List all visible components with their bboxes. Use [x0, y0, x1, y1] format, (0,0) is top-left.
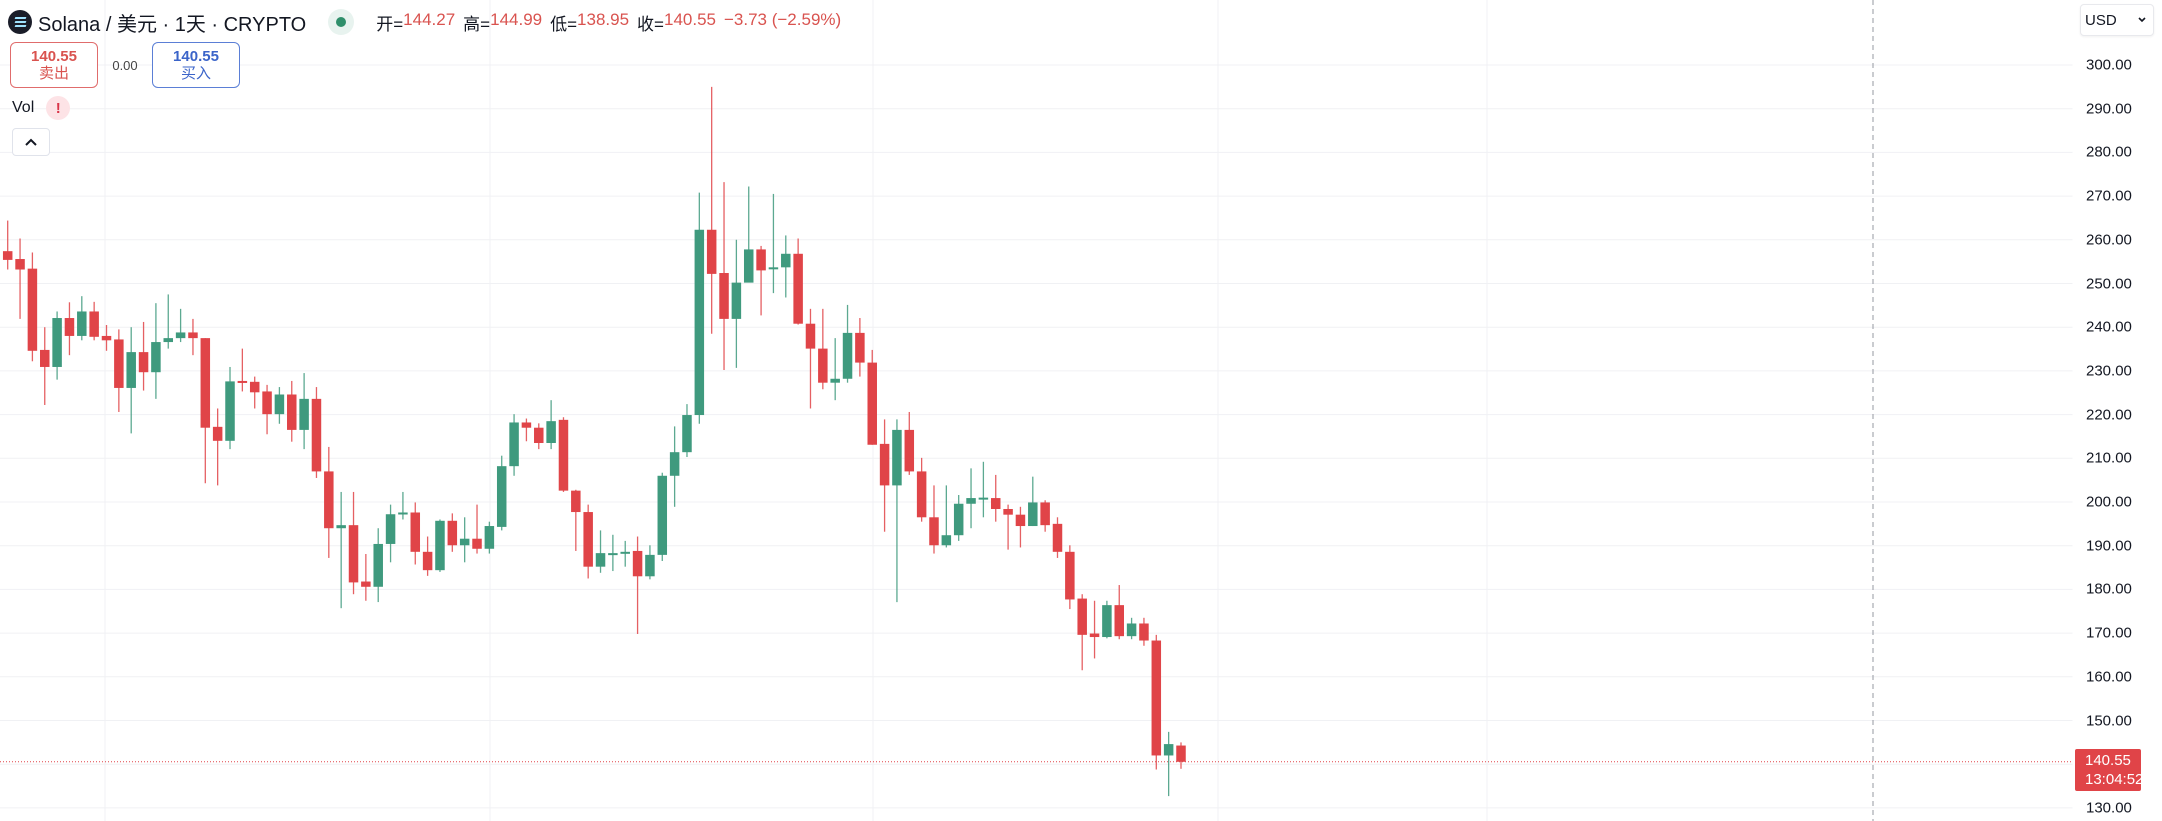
- high-value: 144.99: [490, 9, 543, 29]
- price-tick-label: 260.00: [2086, 231, 2132, 249]
- open-label: 开=: [376, 14, 404, 34]
- price-tick-label: 230.00: [2086, 362, 2132, 380]
- chevron-up-icon: [25, 138, 37, 146]
- price-tick-label: 130.00: [2086, 799, 2132, 817]
- high-label: 高=: [463, 14, 491, 34]
- price-tick-label: 270.00: [2086, 187, 2132, 205]
- collapse-legend-button[interactable]: [12, 128, 50, 156]
- currency-select[interactable]: USD: [2080, 4, 2154, 36]
- ohlc-values: 开= 144.27 高= 144.99 低= 138.95 收= 140.55 −3.7…: [376, 10, 849, 35]
- last-price-tag: 140.55 13:04:52: [2075, 748, 2144, 791]
- grid-lines: [0, 0, 2074, 821]
- solana-logo-icon: [8, 10, 32, 34]
- price-tick-label: 240.00: [2086, 318, 2132, 336]
- price-tick-label: 250.00: [2086, 275, 2132, 292]
- low-value: 138.95: [577, 9, 630, 29]
- volume-indicator-legend[interactable]: Vol !: [12, 96, 71, 120]
- countdown-timer: 13:04:52: [2085, 770, 2144, 788]
- price-tick-label: 300.00: [2086, 56, 2132, 74]
- price-tick-label: 200.00: [2086, 493, 2132, 511]
- symbol-legend: Solana / 美元 · 1天 · CRYPTO 开= 144.27 高= 144…: [8, 6, 849, 38]
- vol-label: Vol: [12, 99, 35, 116]
- market-open-icon[interactable]: [328, 9, 355, 35]
- spread-value: 0.00: [112, 57, 138, 73]
- symbol-title[interactable]: Solana / 美元 · 1天 · CRYPTO: [38, 13, 307, 36]
- sell-price: 140.55: [31, 48, 77, 65]
- last-price-value: 140.55: [2085, 751, 2131, 769]
- currency-value: USD: [2085, 11, 2117, 29]
- close-label: 收=: [637, 14, 664, 34]
- price-tick-label: 280.00: [2086, 143, 2132, 161]
- buy-label: 买入: [180, 65, 211, 82]
- price-tick-label: 170.00: [2086, 624, 2132, 642]
- price-tick-label: 220.00: [2086, 406, 2132, 424]
- open-value: 144.27: [403, 9, 456, 29]
- warning-icon[interactable]: !: [46, 96, 71, 120]
- price-tick-label: 160.00: [2086, 668, 2132, 686]
- price-tick-label: 150.00: [2086, 712, 2132, 729]
- price-tick-label: 210.00: [2086, 449, 2132, 467]
- price-tick-label: 190.00: [2086, 537, 2132, 555]
- buy-price: 140.55: [173, 48, 219, 65]
- chart-overlays: [0, 0, 2073, 821]
- low-label: 低=: [550, 14, 578, 34]
- change-value: −3.73 (−2.59%): [723, 9, 842, 29]
- candles: [2, 86, 1186, 797]
- sell-button[interactable]: 140.55 卖出: [10, 42, 98, 88]
- price-tick-label: 180.00: [2086, 580, 2132, 598]
- trade-buttons: 140.55 卖出 0.00 140.55 买入: [10, 42, 240, 88]
- chevron-down-icon: [2138, 17, 2146, 23]
- close-value: 140.55: [663, 9, 716, 29]
- buy-button[interactable]: 140.55 买入: [152, 42, 240, 88]
- price-tick-label: 290.00: [2086, 100, 2132, 118]
- sell-label: 卖出: [38, 65, 69, 82]
